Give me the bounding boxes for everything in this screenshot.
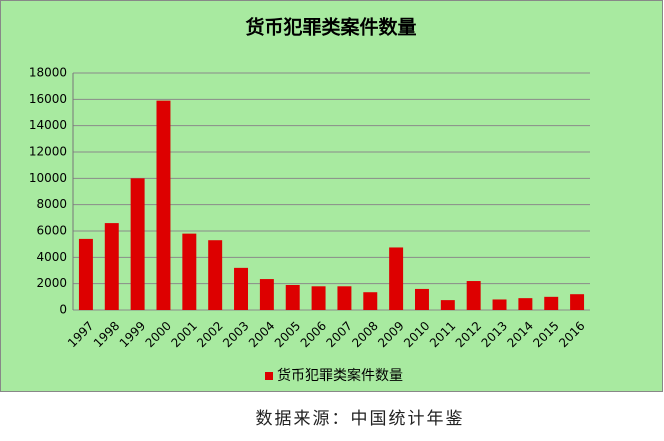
bar [311,286,326,310]
bar [259,279,274,310]
chart-title: 货币犯罪类案件数量 [245,16,416,39]
bar [208,240,223,310]
source-note: 数据来源：中国统计年鉴 [256,409,465,429]
bar [440,300,455,310]
bar [466,281,481,310]
bar [544,296,559,310]
bar [285,284,300,310]
bar [389,247,404,310]
y-tick-label: 10000 [29,171,67,185]
y-tick-label: 4000 [36,250,67,264]
bar [518,298,533,310]
legend-label: 货币犯罪类案件数量 [277,367,403,384]
y-tick-label: 6000 [36,224,67,238]
bar [492,299,507,310]
bar [104,223,119,310]
bar [414,288,429,310]
y-tick-label: 0 [59,303,67,317]
bar [182,233,197,310]
y-tick-label: 18000 [29,66,67,80]
chart-background [0,0,663,392]
y-tick-label: 16000 [29,92,67,106]
y-tick-label: 14000 [29,118,67,132]
y-tick-label: 2000 [36,276,67,290]
y-tick-label: 12000 [29,145,67,159]
legend-swatch [265,372,273,380]
bar [156,100,171,311]
bar [130,178,145,310]
bar [78,238,93,310]
bar [363,292,378,310]
bar [337,286,352,310]
y-tick-label: 8000 [36,197,67,211]
bar [234,267,249,310]
bar [570,294,585,310]
